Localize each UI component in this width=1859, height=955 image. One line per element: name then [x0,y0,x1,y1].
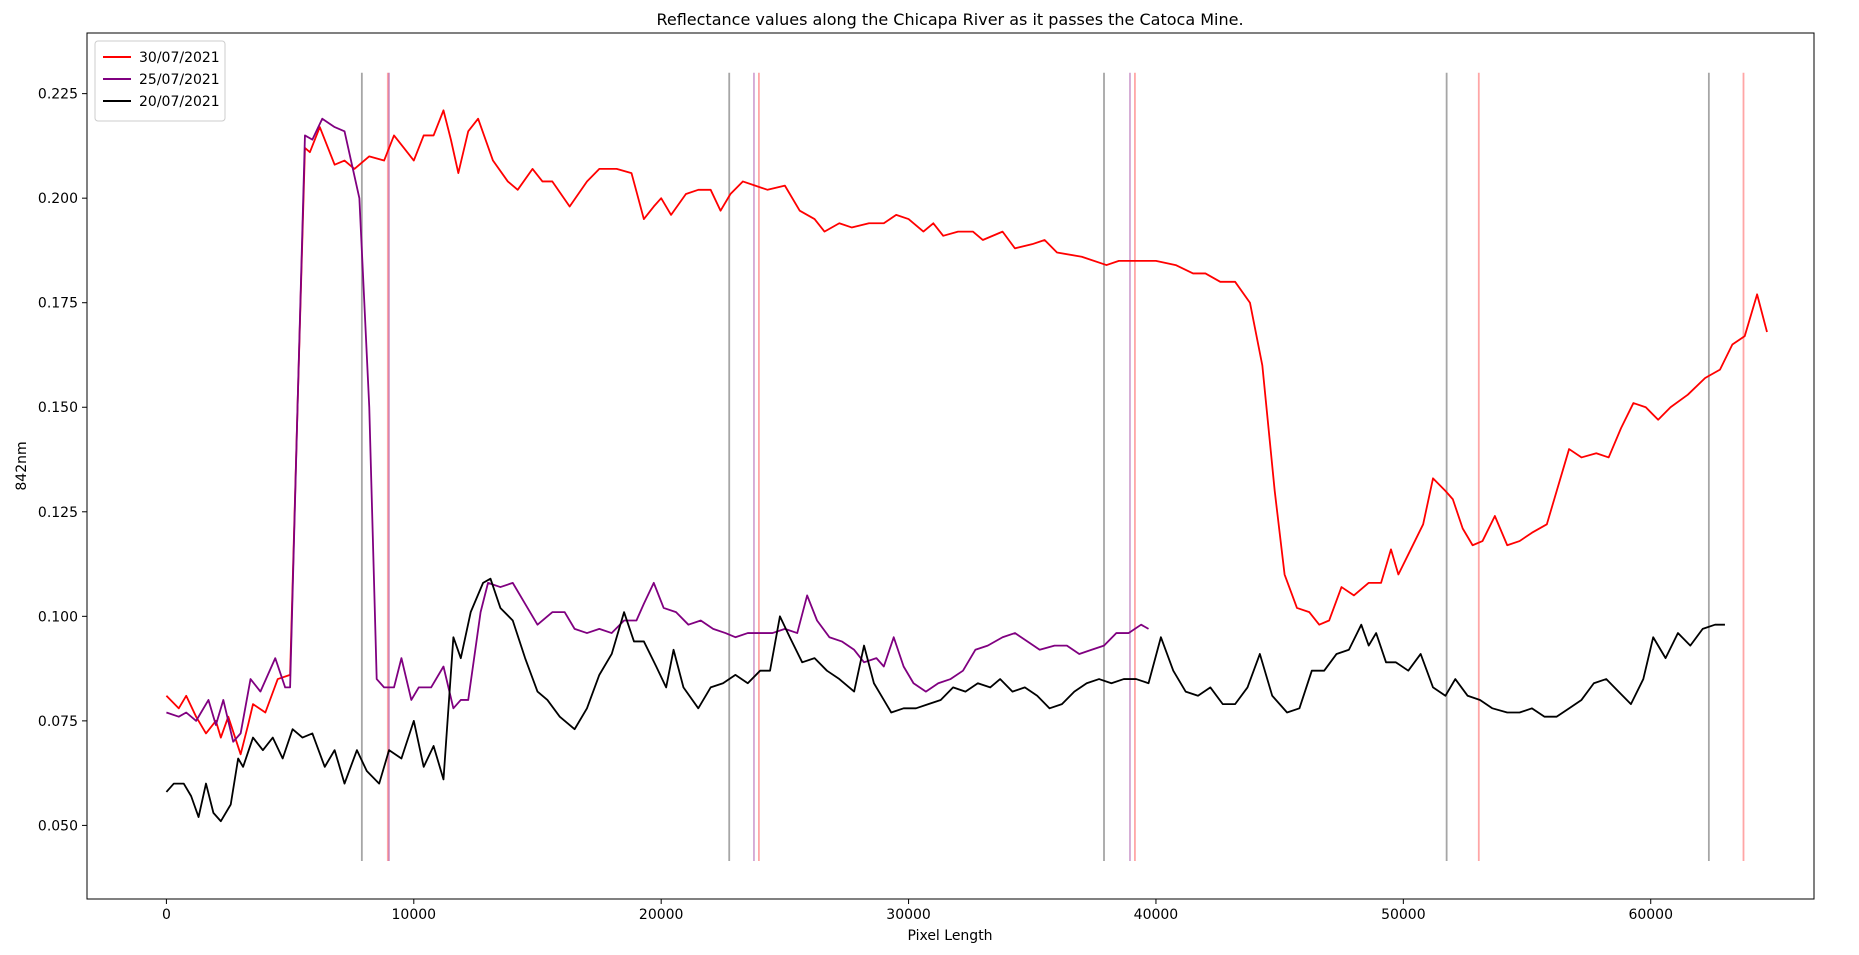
x-tick-label: 0 [162,907,171,923]
legend-label: 30/07/2021 [139,50,220,66]
y-axis-label: 842nm [14,441,30,490]
y-tick-label: 0.150 [38,400,78,416]
y-tick-label: 0.050 [38,818,78,834]
chart-title: Reflectance values along the Chicapa Riv… [656,10,1243,29]
y-tick-label: 0.175 [38,296,78,312]
x-tick-label: 50000 [1381,907,1426,923]
y-tick-label: 0.225 [38,87,78,103]
x-tick-label: 60000 [1628,907,1673,923]
legend-label: 20/07/2021 [139,94,220,110]
y-tick-label: 0.125 [38,505,78,521]
series-line [165,109,1768,756]
plot-frame [86,32,1815,900]
x-tick-label: 10000 [392,907,437,923]
y-tick-label: 0.100 [38,609,78,625]
series-line [166,117,1149,743]
x-axis-label: Pixel Length [907,928,992,944]
y-tick-label: 0.075 [38,714,78,730]
y-tick-label: 0.200 [38,191,78,207]
legend-label: 25/07/2021 [139,72,220,88]
x-tick-label: 30000 [886,907,931,923]
series-line [165,577,1725,823]
x-tick-label: 20000 [639,907,684,923]
x-tick-label: 40000 [1134,907,1179,923]
